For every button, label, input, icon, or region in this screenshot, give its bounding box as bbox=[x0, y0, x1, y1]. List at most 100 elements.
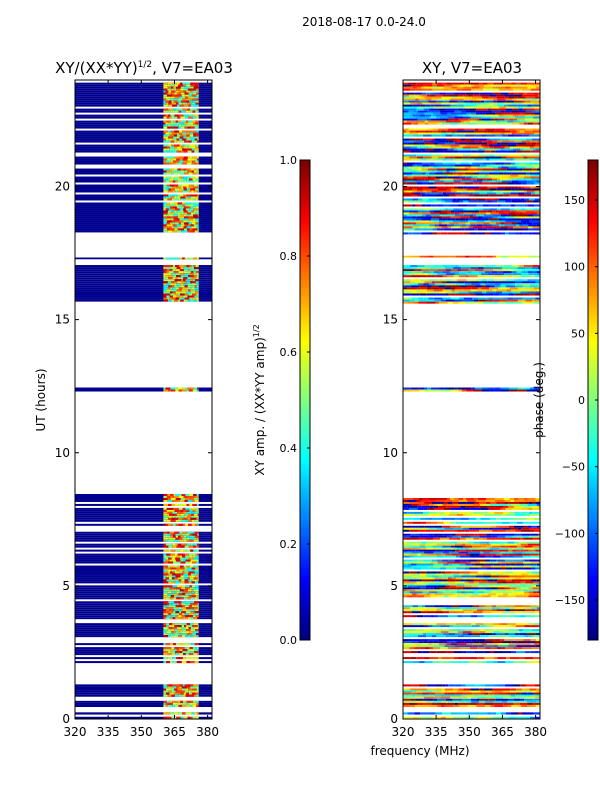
phase-cell bbox=[464, 281, 471, 284]
phase-cell bbox=[505, 301, 515, 304]
amp-cell bbox=[194, 605, 197, 608]
phase-cell bbox=[430, 529, 440, 532]
amp-cell bbox=[176, 283, 181, 286]
phase-cell bbox=[489, 629, 495, 632]
amp-cell bbox=[193, 114, 199, 117]
amp-cell bbox=[175, 291, 180, 294]
phase-cell bbox=[484, 692, 489, 695]
phase-cell bbox=[486, 164, 492, 167]
amp-cell bbox=[174, 92, 177, 95]
phase-cell bbox=[500, 507, 506, 510]
amp-cell bbox=[163, 543, 166, 546]
phase-cell bbox=[526, 700, 537, 703]
amp-cell bbox=[195, 202, 199, 205]
phase-cell bbox=[474, 505, 480, 508]
amp-cell bbox=[179, 499, 185, 502]
phase-cell bbox=[504, 128, 509, 131]
phase-cell bbox=[515, 581, 521, 584]
phase-cell bbox=[438, 657, 442, 660]
amp-cell bbox=[188, 545, 194, 548]
phase-cell bbox=[502, 690, 511, 693]
phase-cell bbox=[503, 192, 511, 195]
amp-cell bbox=[195, 575, 199, 578]
phase-cell bbox=[507, 517, 514, 520]
phase-cell bbox=[485, 631, 490, 634]
phase-cell bbox=[504, 164, 512, 167]
phase-cell bbox=[500, 563, 506, 566]
amp-cell bbox=[179, 96, 183, 99]
phase-cell bbox=[501, 156, 507, 159]
phase-cell bbox=[459, 176, 466, 179]
amp-cell bbox=[190, 601, 195, 604]
amp-row bbox=[75, 172, 212, 175]
phase-cell bbox=[497, 122, 504, 125]
phase-cell bbox=[531, 170, 536, 173]
phase-cell bbox=[403, 591, 407, 594]
phase-cell bbox=[443, 555, 453, 558]
phase-cell bbox=[430, 102, 436, 105]
phase-cell bbox=[475, 623, 484, 626]
amp-cell bbox=[186, 194, 191, 197]
phase-cell bbox=[448, 559, 455, 562]
amp-cell bbox=[179, 188, 182, 191]
phase-cell bbox=[533, 114, 540, 117]
phase-cell bbox=[457, 281, 465, 284]
phase-cell bbox=[525, 641, 536, 644]
phase-cell bbox=[487, 142, 497, 145]
amp-cell bbox=[167, 499, 172, 502]
amp-cell bbox=[196, 257, 199, 260]
phase-cell bbox=[523, 148, 533, 151]
phase-cell bbox=[536, 525, 540, 528]
phase-cell bbox=[442, 146, 451, 149]
phase-cell bbox=[469, 255, 479, 258]
amp-cell bbox=[176, 144, 180, 147]
phase-cell bbox=[521, 140, 530, 143]
amp-cell bbox=[191, 581, 195, 584]
amp-cell bbox=[192, 172, 198, 175]
phase-cell bbox=[420, 647, 425, 650]
phase-cell bbox=[535, 645, 540, 648]
phase-cell bbox=[499, 551, 505, 554]
phase-cell bbox=[403, 158, 413, 161]
phase-cell bbox=[483, 551, 491, 554]
amp-cell bbox=[182, 158, 188, 161]
amp-cell bbox=[170, 293, 175, 296]
phase-cell bbox=[416, 692, 422, 695]
amp-cell bbox=[168, 690, 172, 693]
amp-cell bbox=[197, 172, 199, 175]
amp-cell bbox=[177, 281, 182, 284]
phase-cell bbox=[407, 289, 411, 292]
phase-cell bbox=[465, 194, 469, 197]
phase-cell bbox=[493, 293, 500, 296]
phase-cell bbox=[493, 541, 503, 544]
phase-cell bbox=[482, 154, 490, 157]
phase-cell bbox=[457, 547, 465, 550]
phase-cell bbox=[421, 176, 428, 179]
amp-row bbox=[75, 555, 212, 558]
amp-row bbox=[75, 144, 212, 147]
phase-cell bbox=[412, 605, 419, 608]
phase-cell bbox=[464, 88, 472, 91]
phase-cell bbox=[443, 501, 448, 504]
amp-cell bbox=[171, 631, 174, 634]
phase-cell bbox=[428, 150, 437, 153]
amp-cell bbox=[184, 684, 189, 687]
amp-cell bbox=[169, 587, 175, 590]
phase-cell bbox=[431, 154, 442, 157]
phase-cell bbox=[435, 712, 443, 715]
phase-cell bbox=[504, 497, 510, 500]
amp-cell bbox=[182, 649, 188, 652]
phase-cell bbox=[527, 180, 534, 183]
phase-cell bbox=[472, 192, 480, 195]
amp-cell bbox=[190, 96, 194, 99]
phase-cell bbox=[452, 535, 458, 538]
amp-row bbox=[75, 285, 212, 288]
phase-cell bbox=[424, 647, 430, 650]
amp-cell bbox=[170, 651, 176, 654]
phase-cell bbox=[471, 623, 476, 626]
amp-cell bbox=[182, 216, 185, 219]
phase-cell bbox=[494, 198, 499, 201]
phase-cell bbox=[509, 146, 516, 149]
amp-cell bbox=[186, 86, 190, 89]
amp-cell bbox=[183, 134, 187, 137]
